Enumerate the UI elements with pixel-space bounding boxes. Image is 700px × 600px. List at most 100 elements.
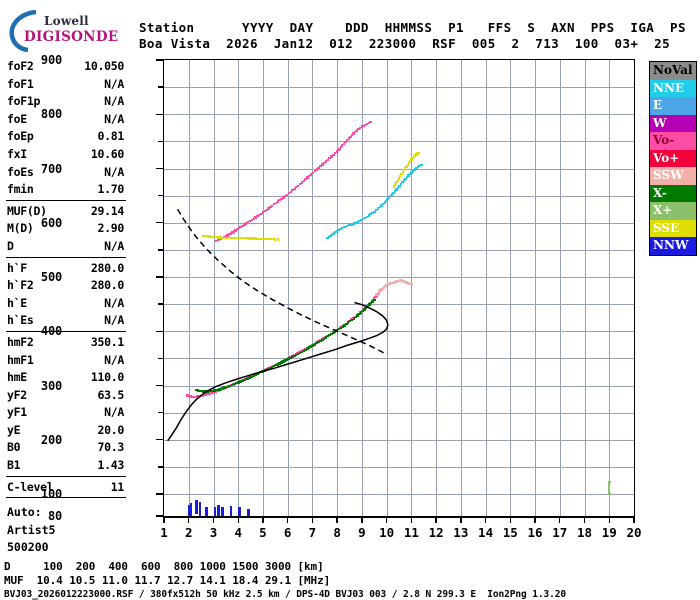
- x-axis-tick-label: 20: [626, 525, 642, 540]
- x-axis-tick-label: 16: [527, 525, 543, 540]
- data-point: [258, 372, 261, 375]
- legend-item-w[interactable]: W: [650, 114, 696, 132]
- param-row: h`E N/A: [4, 295, 128, 313]
- grid-line-horizontal: [164, 222, 634, 224]
- x-axis-tick-mark: [212, 518, 215, 523]
- data-point: [204, 390, 207, 393]
- data-point: [332, 232, 336, 235]
- param-key: h`Es: [7, 313, 34, 328]
- legend-item-x-[interactable]: X-: [650, 184, 696, 202]
- param-row: hmF2 350.1: [4, 334, 128, 352]
- header-labels: Station YYYY DAY DDD HHMMSS P1 FFS S AXN…: [139, 20, 686, 35]
- data-point: [207, 390, 211, 393]
- y-axis-tick-mark: [156, 59, 163, 61]
- data-point: [291, 355, 294, 358]
- data-point: [352, 317, 356, 320]
- legend-item-e[interactable]: E: [650, 97, 696, 115]
- legend-item-nne[interactable]: NNE: [650, 79, 696, 97]
- data-point: [204, 234, 208, 238]
- data-point: [214, 239, 218, 243]
- data-point: [234, 236, 237, 240]
- data-point: [230, 383, 234, 387]
- data-point: [334, 231, 337, 234]
- y-axis-tick-mark: [156, 330, 163, 332]
- y-axis-tick-label: 700: [40, 161, 62, 176]
- data-point: [217, 236, 220, 239]
- data-point: [293, 187, 296, 190]
- data-point: [227, 233, 231, 236]
- grid-line-horizontal: [164, 385, 634, 387]
- data-point: [337, 327, 341, 331]
- data-point: [397, 177, 401, 180]
- data-point: [256, 214, 259, 218]
- legend-item-x-[interactable]: X+: [650, 202, 696, 220]
- param-key: yF1: [7, 405, 27, 420]
- data-point: [302, 349, 305, 352]
- data-point: [186, 394, 189, 397]
- data-point: [371, 211, 374, 215]
- grid-line-horizontal: [164, 249, 634, 251]
- data-point: [229, 236, 232, 240]
- data-point: [350, 318, 354, 322]
- data-point: [295, 186, 298, 189]
- data-point: [282, 360, 285, 363]
- data-point: [390, 193, 394, 196]
- data-point: [201, 394, 204, 398]
- data-point: [319, 339, 322, 343]
- data-point: [324, 336, 328, 339]
- param-value: N/A: [104, 313, 124, 328]
- legend-item-vo-[interactable]: Vo-: [650, 132, 696, 150]
- param-row: fmin 1.70: [4, 181, 128, 199]
- data-point: [376, 293, 380, 296]
- legend-item-sse[interactable]: SSE: [650, 219, 696, 237]
- y-axis-tick-label: 900: [40, 53, 62, 67]
- legend-item-nnw[interactable]: NNW: [650, 237, 696, 255]
- x-axis-tick-mark: [633, 518, 635, 523]
- param-row: yE 20.0: [4, 422, 128, 440]
- grid-line-vertical: [436, 60, 438, 516]
- y-axis-tick-label: 800: [40, 107, 62, 122]
- param-row: foF1p N/A: [4, 93, 128, 111]
- x-axis-tick-label: 15: [502, 525, 518, 540]
- data-point: [243, 223, 246, 226]
- legend-item-vo-[interactable]: Vo+: [650, 149, 696, 167]
- data-point: [221, 507, 224, 516]
- legend-item-ssw[interactable]: SSW: [650, 167, 696, 185]
- param-row: B1 1.43: [4, 457, 128, 475]
- data-point: [330, 155, 333, 158]
- data-point: [417, 151, 421, 155]
- data-point: [189, 502, 193, 516]
- data-point: [393, 190, 397, 193]
- grid-line-vertical: [287, 60, 289, 516]
- data-point: [269, 237, 272, 241]
- data-point: [402, 280, 406, 283]
- data-point: [217, 389, 220, 393]
- y-axis-tick-mark: [156, 493, 163, 495]
- param-key: h`F2: [7, 278, 34, 293]
- grid-line-horizontal: [164, 494, 634, 495]
- data-point: [310, 173, 313, 176]
- data-point: [238, 507, 241, 516]
- data-point: [328, 156, 331, 160]
- data-point: [374, 209, 378, 212]
- data-point: [276, 200, 280, 203]
- data-point: [326, 335, 330, 338]
- x-axis-tick-mark: [509, 518, 511, 523]
- data-point: [198, 389, 202, 393]
- data-point: [285, 358, 289, 361]
- data-point: [228, 384, 231, 388]
- param-value: 350.1: [90, 334, 124, 349]
- data-point: [234, 229, 237, 232]
- ionogram-plot[interactable]: [163, 59, 635, 518]
- legend-item-noval[interactable]: NoVal: [650, 62, 696, 80]
- data-point: [384, 199, 388, 202]
- data-point: [308, 174, 311, 178]
- data-point: [330, 332, 333, 335]
- param-value: 29.14: [90, 203, 124, 218]
- x-axis-tick-label: 9: [358, 525, 366, 540]
- data-point: [405, 165, 408, 168]
- data-point: [352, 222, 356, 225]
- data-point: [317, 340, 320, 344]
- y-axis-tick-label: 100: [40, 487, 62, 501]
